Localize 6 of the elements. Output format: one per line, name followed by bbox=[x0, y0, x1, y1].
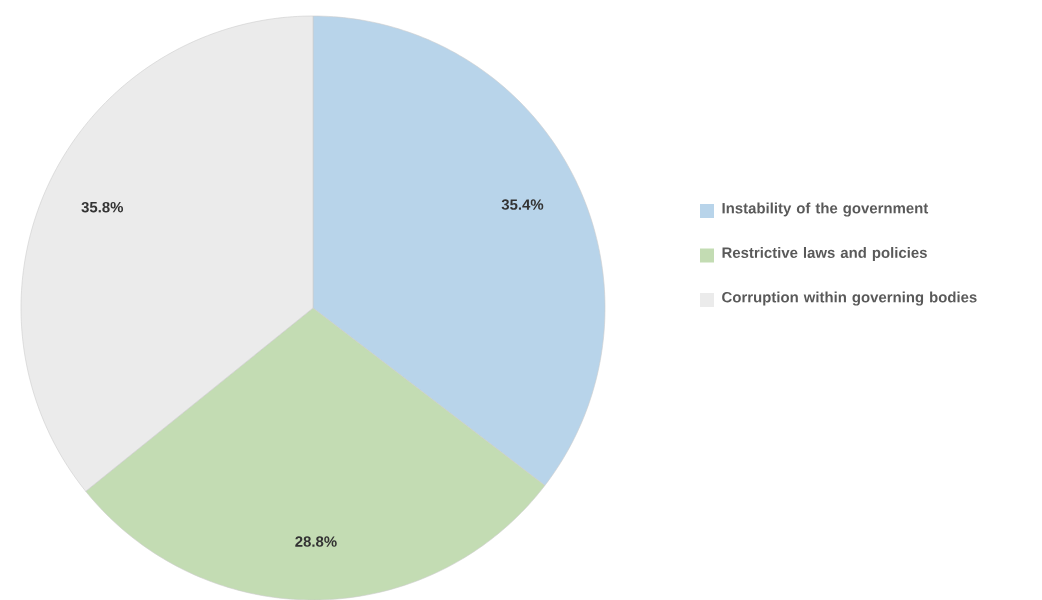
legend-label: Restrictive laws and policies bbox=[722, 247, 927, 261]
data-label: 35.8% bbox=[81, 201, 124, 213]
data-label: 35.4% bbox=[501, 199, 544, 210]
legend-label: Corruption within governing bodies bbox=[722, 291, 977, 306]
data-label: 28.8% bbox=[295, 536, 337, 547]
legend-label: Instability of the government bbox=[722, 202, 929, 217]
